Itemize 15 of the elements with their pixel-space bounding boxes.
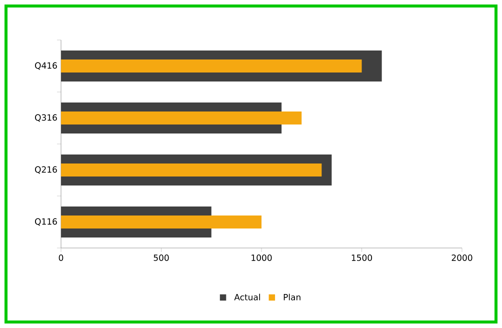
- bar: [61, 59, 362, 72]
- x-tick-label: 2000: [452, 254, 472, 261]
- bar: [61, 163, 322, 176]
- legend-label: Plan: [284, 294, 300, 300]
- legend-label: Actual: [234, 294, 260, 300]
- y-tick-label: Q116: [35, 218, 57, 226]
- y-tick-label: Q216: [35, 166, 57, 174]
- y-tick-label: Q416: [35, 62, 57, 70]
- x-tick-label: 1500: [352, 254, 372, 261]
- x-tick-label: 0: [58, 254, 64, 261]
- x-tick-label: 500: [154, 254, 169, 261]
- y-tick-label: Q316: [35, 114, 57, 122]
- bar: [61, 215, 262, 228]
- bar: [61, 111, 302, 124]
- x-tick-label: 1000: [252, 254, 272, 261]
